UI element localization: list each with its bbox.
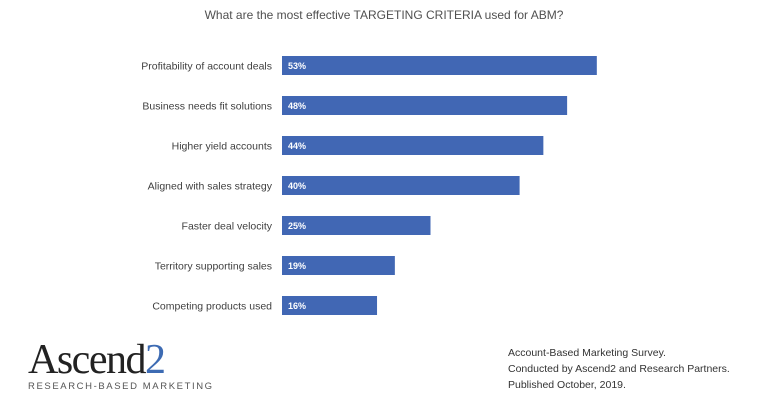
data-label: 25% bbox=[288, 221, 306, 231]
data-label: 40% bbox=[288, 181, 306, 191]
logo-tagline: RESEARCH-BASED MARKETING bbox=[28, 381, 214, 392]
source-note: Account-Based Marketing Survey. Conducte… bbox=[508, 345, 730, 393]
data-label: 48% bbox=[288, 101, 306, 111]
category-label: Profitability of account deals bbox=[141, 61, 272, 73]
data-label: 19% bbox=[288, 261, 306, 271]
chart-title: What are the most effective TARGETING CR… bbox=[204, 8, 564, 22]
data-label: 53% bbox=[288, 61, 306, 71]
category-label: Competing products used bbox=[152, 301, 272, 313]
ascend2-logo: Ascend2 RESEARCH-BASED MARKETING bbox=[28, 337, 214, 392]
category-label: Business needs fit solutions bbox=[142, 101, 272, 113]
bar bbox=[282, 256, 395, 275]
source-line-2: Conducted by Ascend2 and Research Partne… bbox=[508, 363, 730, 375]
bar bbox=[282, 96, 568, 115]
bar bbox=[282, 216, 431, 235]
bar bbox=[282, 176, 520, 195]
bar bbox=[282, 56, 597, 75]
bar-chart: Profitability of account deals 53% Busines… bbox=[141, 56, 597, 315]
category-label: Territory supporting sales bbox=[155, 261, 272, 273]
data-label: 44% bbox=[288, 141, 306, 151]
category-label: Higher yield accounts bbox=[172, 141, 272, 153]
bar bbox=[282, 296, 378, 315]
category-label: Aligned with sales strategy bbox=[148, 181, 273, 193]
bar bbox=[282, 136, 544, 155]
source-line-1: Account-Based Marketing Survey. bbox=[508, 347, 666, 359]
logo-name: Ascend bbox=[28, 337, 146, 383]
source-line-3: Published October, 2019. bbox=[508, 379, 626, 391]
category-label: Faster deal velocity bbox=[182, 221, 273, 233]
data-label: 16% bbox=[288, 301, 306, 311]
logo-suffix: 2 bbox=[144, 337, 166, 383]
